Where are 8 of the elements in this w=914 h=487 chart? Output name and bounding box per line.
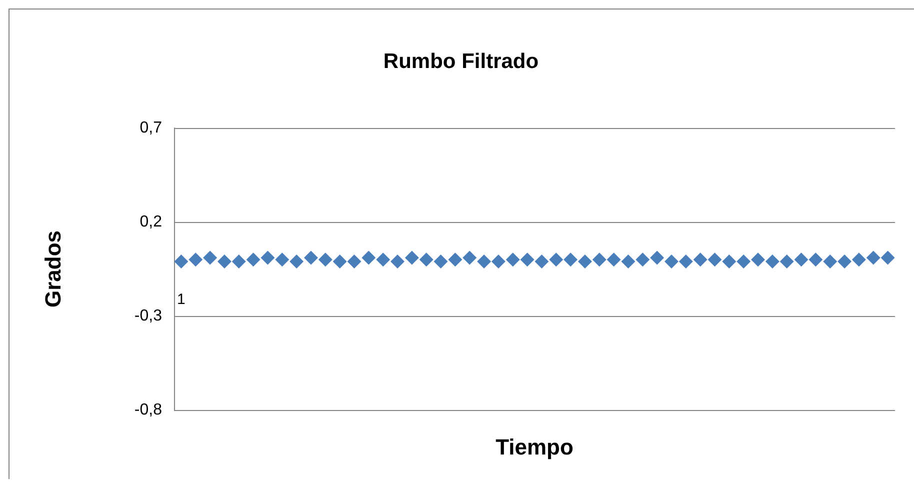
y-tick-label: 0,7 [140,120,162,136]
x-tick-label: 1 [177,291,186,308]
y-tick-label: -0,8 [134,402,162,418]
y-tick-label: 0,2 [140,214,162,230]
chart-title: Rumbo Filtrado [383,50,539,73]
y-tick-label: -0,3 [134,308,162,324]
y-axis-title: Grados [40,230,66,308]
x-axis-title: Tiempo [496,434,574,460]
